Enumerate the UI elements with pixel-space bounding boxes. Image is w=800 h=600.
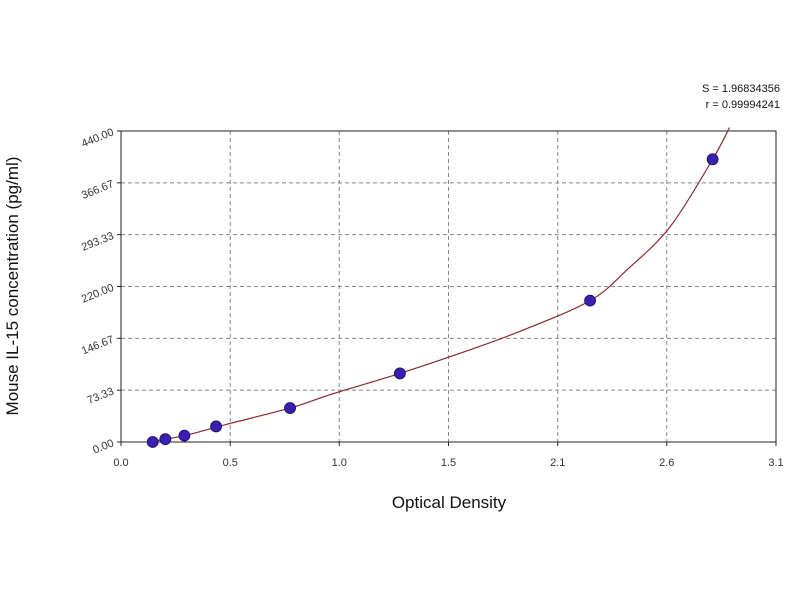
grid	[121, 131, 776, 442]
stats-line-1: S = 1.96834356	[702, 83, 780, 95]
x-axis-title: Optical Density	[392, 493, 507, 512]
y-tick-label: 366.67	[80, 178, 116, 202]
x-tick-label: 3.1	[768, 457, 783, 469]
x-tick-label: 1.0	[332, 457, 347, 469]
data-point	[178, 429, 191, 442]
x-tick-label: 0.5	[223, 457, 238, 469]
y-tick-label: 73.33	[86, 386, 116, 407]
x-tick-label: 1.5	[441, 457, 456, 469]
y-tick-label: 293.33	[80, 230, 116, 254]
data-point	[394, 367, 406, 380]
y-axis-ticks: 0.00 73.33 146.67 220.00 293.33 366.67 440.00	[80, 126, 121, 457]
x-tick-label: 2.6	[659, 457, 674, 469]
fit-curve	[148, 127, 731, 443]
data-point	[584, 294, 596, 307]
data-point	[210, 420, 222, 433]
data-point	[146, 436, 159, 448]
data-point	[706, 153, 719, 166]
data-points	[146, 153, 719, 448]
y-tick-label: 440.00	[80, 126, 116, 150]
y-axis-title: Mouse IL-15 concentration (pg/ml)	[3, 157, 22, 416]
y-tick-label: 146.67	[80, 334, 116, 358]
x-tick-label: 2.1	[550, 457, 565, 469]
data-point	[159, 433, 172, 446]
x-tick-label: 0.0	[113, 457, 128, 469]
x-axis-ticks: 0.0 0.5 1.0 1.5 2.1 2.6 3.1	[113, 442, 784, 469]
stats-line-2: r = 0.99994241	[706, 99, 780, 111]
y-tick-label: 0.00	[91, 437, 115, 456]
y-tick-label: 220.00	[80, 282, 116, 306]
data-point	[284, 402, 296, 414]
